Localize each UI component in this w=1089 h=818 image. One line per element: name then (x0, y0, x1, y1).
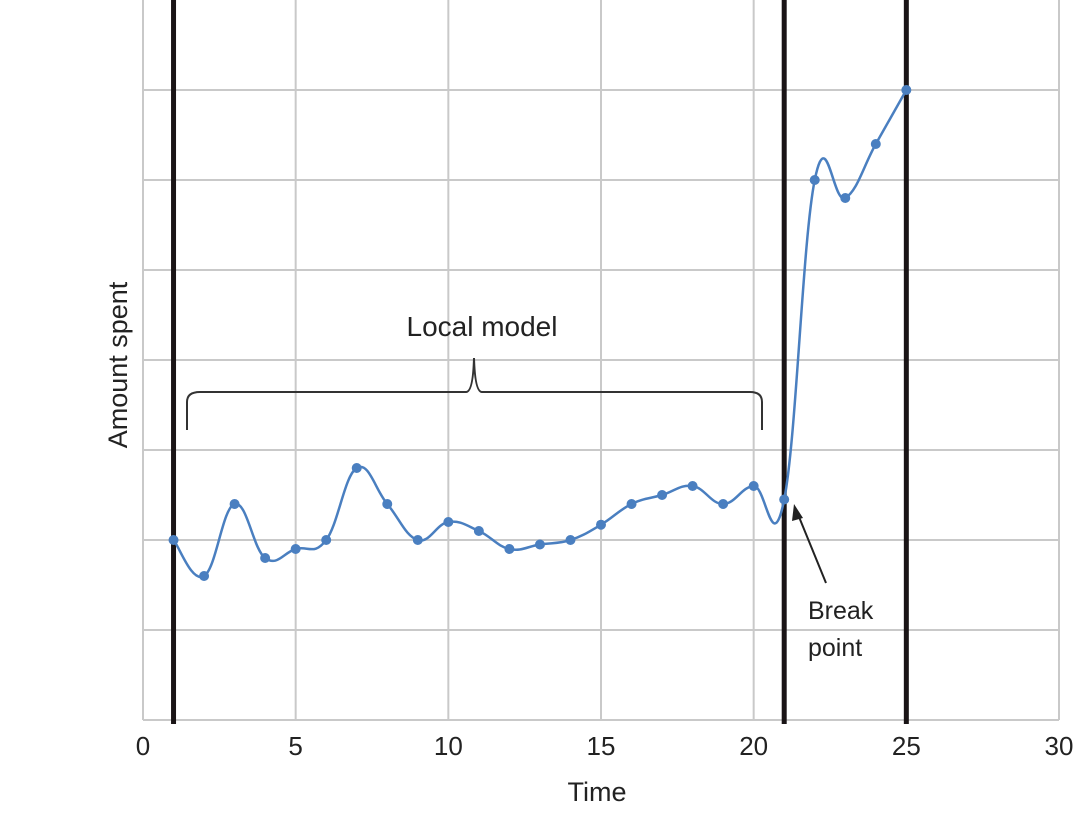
x-tick-labels: 0 5 10 15 20 25 30 (136, 731, 1074, 761)
data-point (382, 499, 393, 509)
local-model-brace (186, 357, 763, 430)
data-point (260, 553, 271, 563)
grid (142, 0, 1060, 721)
local-model-label: Local model (407, 311, 558, 342)
data-point (718, 499, 729, 509)
series (168, 85, 912, 581)
x-axis-label: Time (568, 777, 627, 807)
vertical-markers (171, 0, 909, 724)
break-point-arrow (796, 511, 827, 584)
data-point (870, 139, 881, 149)
data-point (748, 481, 759, 491)
data-point (565, 535, 576, 545)
data-point (473, 526, 484, 536)
data-point (534, 539, 545, 550)
data-point (229, 499, 240, 509)
data-point (321, 535, 332, 545)
data-point (199, 571, 210, 581)
data-point (901, 85, 912, 95)
data-point (687, 481, 698, 491)
data-point (351, 463, 362, 473)
data-point (412, 535, 423, 545)
x-tick-label: 30 (1045, 731, 1074, 761)
x-tick-label: 0 (136, 731, 150, 761)
x-tick-label: 25 (892, 731, 921, 761)
data-point (657, 490, 668, 500)
x-tick-label: 5 (288, 731, 302, 761)
data-point (626, 499, 637, 509)
x-tick-label: 15 (587, 731, 616, 761)
data-point (779, 494, 790, 505)
data-point (443, 517, 454, 527)
break-point-label-line1: Break (808, 597, 874, 625)
data-point (504, 544, 515, 554)
data-point (840, 193, 851, 203)
break-point-annotation: Break point (792, 504, 874, 662)
data-point (290, 544, 301, 554)
data-point (596, 519, 606, 530)
break-point-label-line2: point (808, 634, 862, 662)
local-model-annotation: Local model (186, 311, 763, 430)
data-point (809, 175, 820, 185)
data-point (168, 535, 179, 545)
y-axis-label: Amount spent (103, 281, 133, 448)
x-tick-label: 20 (739, 731, 768, 761)
break-point-arrowhead (792, 504, 803, 521)
x-tick-label: 10 (434, 731, 463, 761)
